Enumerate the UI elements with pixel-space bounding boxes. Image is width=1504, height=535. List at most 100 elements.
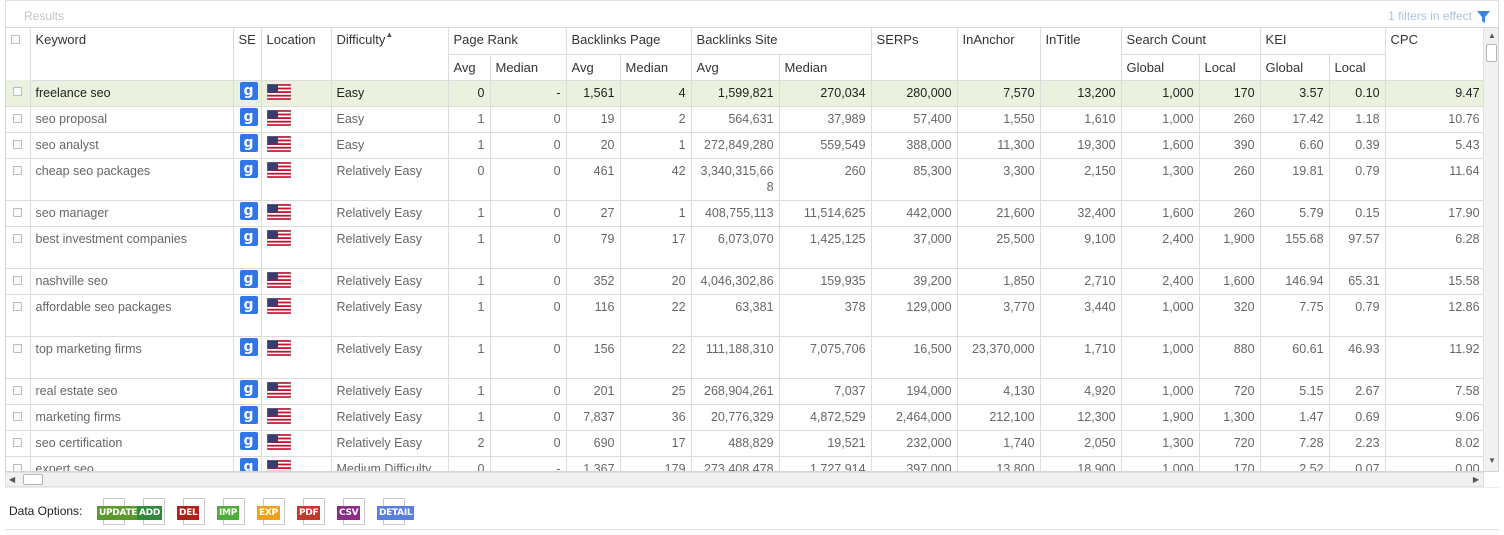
table-row[interactable]: cheap seo packages g Relatively Easy 0 0 461 4… xyxy=(6,158,1486,201)
row-checkbox[interactable] xyxy=(6,294,31,337)
row-checkbox[interactable] xyxy=(6,106,31,133)
col-bp-median[interactable]: Median xyxy=(620,54,692,81)
table-row[interactable]: real estate seo g Relatively Easy 1 0 201 25 26… xyxy=(6,378,1486,405)
row-checkbox[interactable] xyxy=(6,132,31,159)
horizontal-scrollbar[interactable]: ◀ ▶ xyxy=(5,472,1484,487)
col-se[interactable]: SE xyxy=(233,28,262,81)
table-row[interactable]: best investment companies g Relatively Eas… xyxy=(6,226,1486,269)
row-checkbox[interactable] xyxy=(6,158,31,201)
col-bs-median[interactable]: Median xyxy=(779,54,872,81)
row-checkbox[interactable] xyxy=(6,200,31,227)
col-keyword[interactable]: Keyword xyxy=(30,28,234,81)
bp_median-cell: 179 xyxy=(620,456,692,471)
col-kei-global[interactable]: Global xyxy=(1260,54,1330,81)
table-row[interactable]: nashville seo g Relatively Easy 1 0 352 20 4,04… xyxy=(6,268,1486,295)
row-checkbox[interactable] xyxy=(6,456,31,471)
keyword-cell[interactable]: marketing firms xyxy=(30,404,234,431)
csv-button[interactable]: CSV xyxy=(337,498,371,526)
inanchor-cell: 3,300 xyxy=(957,158,1041,201)
exp-button[interactable]: EXP xyxy=(257,498,291,526)
keyword-cell[interactable]: nashville seo xyxy=(30,268,234,295)
col-kei-local[interactable]: Local xyxy=(1329,54,1386,81)
keyword-cell[interactable]: seo manager xyxy=(30,200,234,227)
col-intitle[interactable]: InTitle xyxy=(1040,28,1122,81)
bs_avg-cell: 408,755,113 xyxy=(691,200,780,227)
difficulty-cell: Relatively Easy xyxy=(331,336,449,379)
keyword-cell[interactable]: seo analyst xyxy=(30,132,234,159)
pr_avg-cell: 1 xyxy=(448,268,491,295)
us-flag-icon xyxy=(266,161,291,178)
data-options-bar: Data Options: UPDATE ADD DEL IMP EXP PDF CSV DE… xyxy=(5,487,1499,530)
col-serps[interactable]: SERPs xyxy=(871,28,958,81)
col-difficulty[interactable]: Difficulty▲ xyxy=(331,28,449,81)
table-row[interactable]: seo manager g Relatively Easy 1 0 27 1 408,755,… xyxy=(6,200,1486,227)
select-all-checkbox[interactable] xyxy=(6,28,31,80)
sc_global-cell: 1,000 xyxy=(1121,378,1200,405)
sc_local-cell: 170 xyxy=(1199,456,1261,471)
row-checkbox[interactable] xyxy=(6,404,31,431)
location-cell xyxy=(261,226,332,269)
scroll-down-icon[interactable]: ▼ xyxy=(1488,456,1496,465)
se-cell: g xyxy=(233,430,262,457)
vertical-scroll-thumb[interactable] xyxy=(1486,44,1497,62)
table-row[interactable]: seo certification g Relatively Easy 2 0 690 17… xyxy=(6,430,1486,457)
col-bp-avg[interactable]: Avg xyxy=(566,54,621,81)
col-pr-median[interactable]: Median xyxy=(490,54,567,81)
row-checkbox[interactable] xyxy=(6,378,31,405)
add-button[interactable]: ADD xyxy=(137,498,171,526)
table-row[interactable]: affordable seo packages g Relatively Easy 1… xyxy=(6,294,1486,337)
table-row[interactable]: expert seo g Medium Difficulty 0-1,367 179 27… xyxy=(6,456,1486,471)
keyword-cell[interactable]: expert seo xyxy=(30,456,234,471)
update-button[interactable]: UPDATE xyxy=(97,498,140,526)
pdf-button[interactable]: PDF xyxy=(297,498,331,526)
col-kei[interactable]: KEI xyxy=(1260,28,1386,55)
keyword-cell[interactable]: affordable seo packages xyxy=(30,294,234,337)
keyword-table: Keyword SE Location Difficulty▲ Page Ran… xyxy=(6,28,1486,471)
col-cpc[interactable]: CPC xyxy=(1385,28,1486,81)
results-grid: Keyword SE Location Difficulty▲ Page Ran… xyxy=(5,27,1499,472)
del-button[interactable]: DEL xyxy=(177,498,211,526)
funnel-icon[interactable] xyxy=(1477,10,1490,28)
serps-cell: 194,000 xyxy=(871,378,958,405)
table-row[interactable]: top marketing firms g Relatively Easy 1 0 156… xyxy=(6,336,1486,379)
col-location[interactable]: Location xyxy=(261,28,332,81)
keyword-cell[interactable]: top marketing firms xyxy=(30,336,234,379)
keyword-cell[interactable]: seo certification xyxy=(30,430,234,457)
table-row[interactable]: freelance seo g Easy 0-1,561 4 1,599,821 270,0… xyxy=(6,80,1486,107)
col-inanchor[interactable]: InAnchor xyxy=(957,28,1041,81)
filters-in-effect-link[interactable]: 1 filters in effect xyxy=(1388,9,1472,23)
row-checkbox[interactable] xyxy=(6,268,31,295)
table-row[interactable]: seo analyst g Easy 1 0 20 1 272,849,280 559,549 3… xyxy=(6,132,1486,159)
col-page-rank[interactable]: Page Rank xyxy=(448,28,567,55)
col-sc-local[interactable]: Local xyxy=(1199,54,1261,81)
keyword-cell[interactable]: cheap seo packages xyxy=(30,158,234,201)
col-search-count[interactable]: Search Count xyxy=(1121,28,1261,55)
keyword-cell[interactable]: seo proposal xyxy=(30,106,234,133)
scroll-right-icon[interactable]: ▶ xyxy=(1472,475,1479,484)
imp-button[interactable]: IMP xyxy=(217,498,251,526)
row-checkbox[interactable] xyxy=(6,226,31,269)
bs_avg-value: 3,340,315,66 xyxy=(700,163,774,178)
vertical-scrollbar[interactable]: ▲ ▼ xyxy=(1483,28,1498,471)
keyword-cell[interactable]: real estate seo xyxy=(30,378,234,405)
row-checkbox[interactable] xyxy=(6,336,31,379)
scroll-left-icon[interactable]: ◀ xyxy=(9,475,16,484)
col-bs-avg[interactable]: Avg xyxy=(691,54,780,81)
horizontal-scroll-thumb[interactable] xyxy=(23,474,43,485)
table-row[interactable]: marketing firms g Relatively Easy 1 0 7,837 36… xyxy=(6,404,1486,431)
difficulty-cell: Relatively Easy xyxy=(331,268,449,295)
detail-button[interactable]: DETAIL xyxy=(377,498,415,526)
keyword-cell[interactable]: freelance seo xyxy=(30,80,234,107)
scroll-up-icon[interactable]: ▲ xyxy=(1488,31,1496,40)
col-backlinks-site[interactable]: Backlinks Site xyxy=(691,28,872,55)
bs_median-cell: 7,075,706 xyxy=(779,336,872,379)
col-backlinks-page[interactable]: Backlinks Page xyxy=(566,28,692,55)
table-row[interactable]: seo proposal g Easy 1 0 19 2 564,631 37,989 57,40… xyxy=(6,106,1486,133)
csv-label: CSV xyxy=(337,506,361,520)
row-checkbox[interactable] xyxy=(6,80,31,107)
keyword-cell[interactable]: best investment companies xyxy=(30,226,234,269)
row-checkbox[interactable] xyxy=(6,430,31,457)
col-sc-global[interactable]: Global xyxy=(1121,54,1200,81)
col-pr-avg[interactable]: Avg xyxy=(448,54,491,81)
bs_avg-cell: 273,408,478 xyxy=(691,456,780,471)
